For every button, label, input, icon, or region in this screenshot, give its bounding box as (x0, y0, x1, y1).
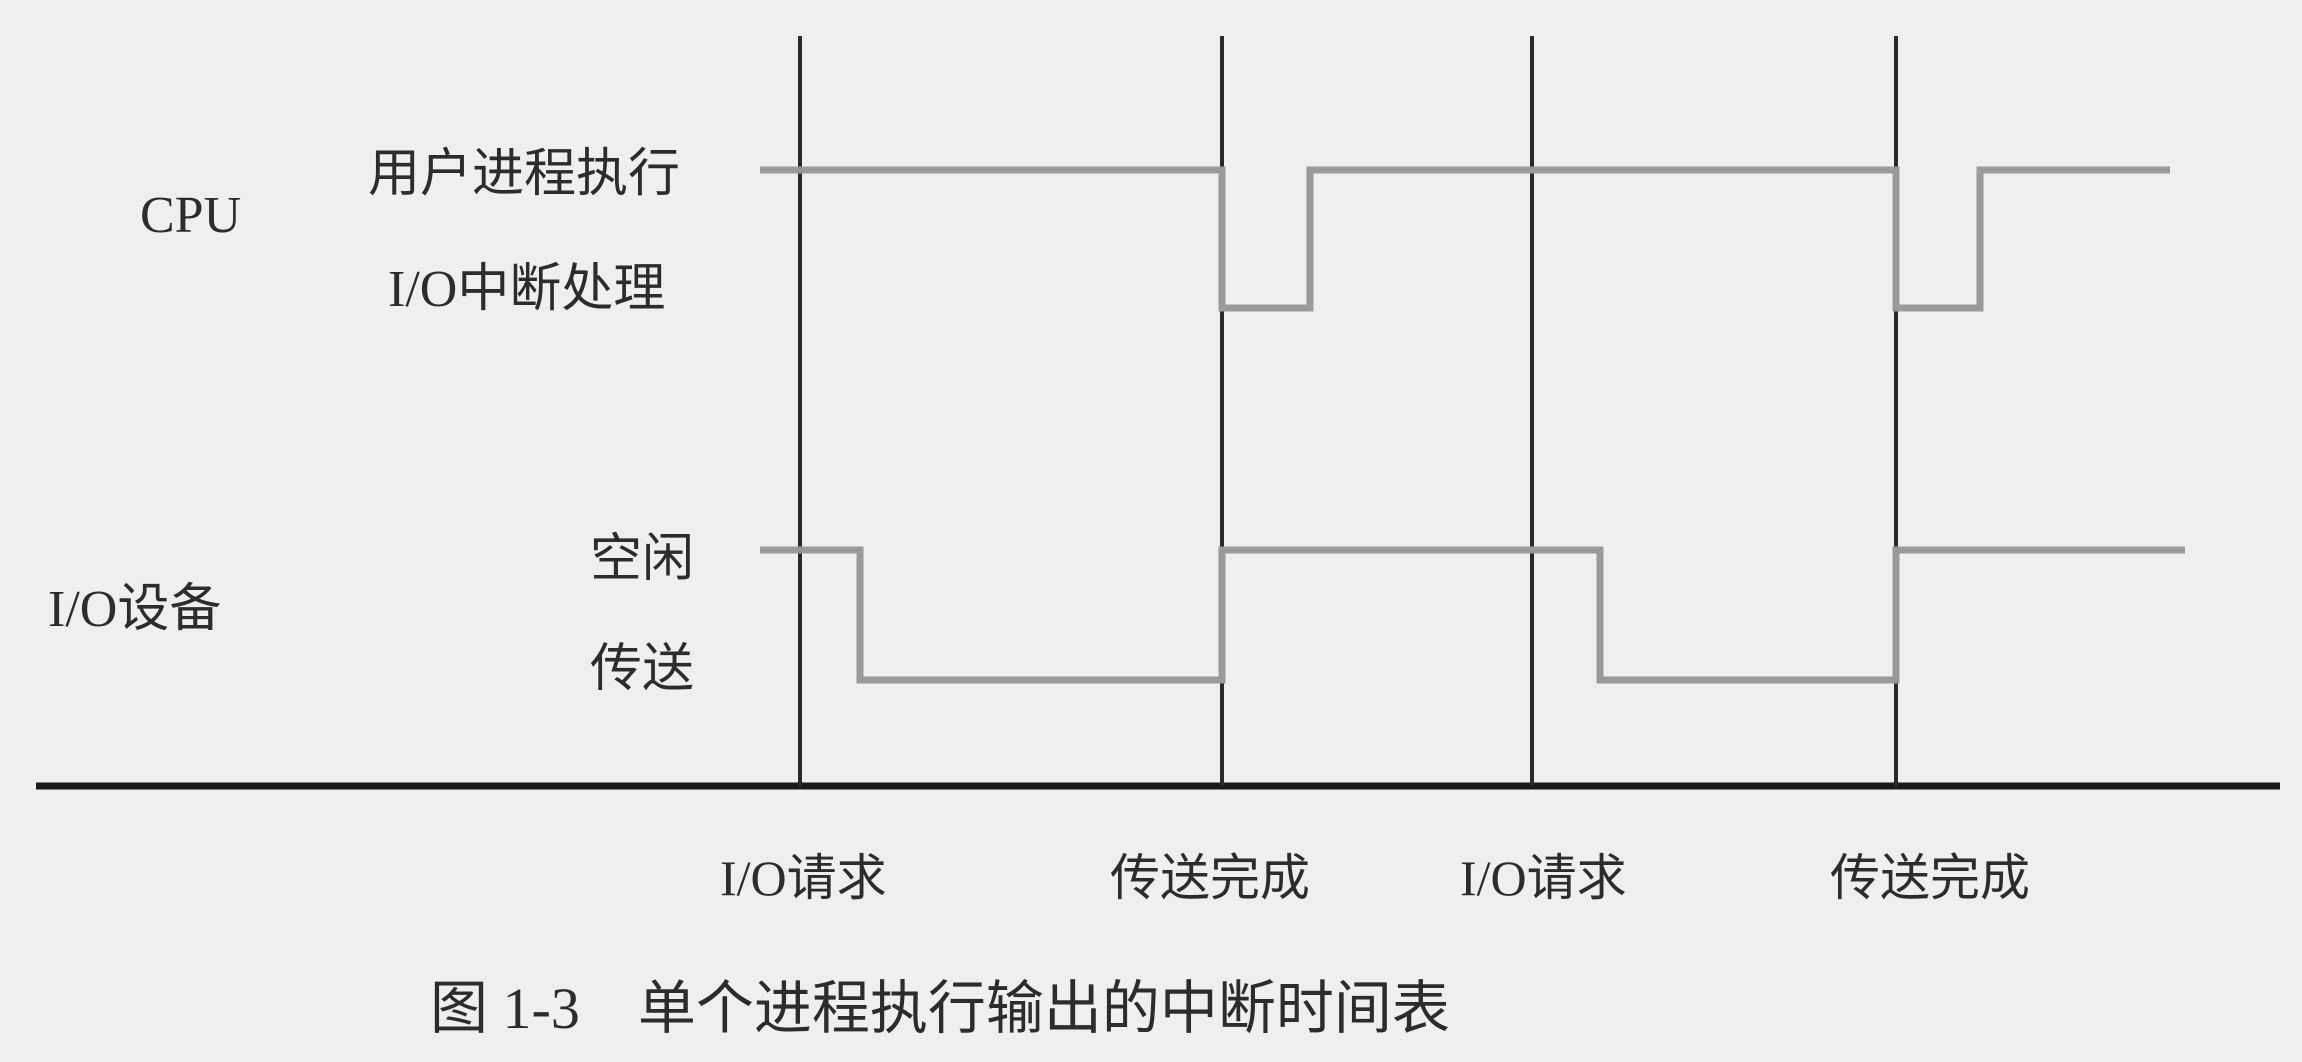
label-marker-1: I/O请求 (720, 838, 887, 910)
label-cpu-group: CPU (140, 186, 241, 245)
label-cpu-low: I/O中断处理 (388, 246, 665, 321)
label-cpu-high: 用户进程执行 (368, 131, 680, 206)
figure-caption: 图 1-3 单个进程执行输出的中断时间表 (430, 961, 1450, 1045)
label-io-high: 空闲 (590, 516, 694, 591)
label-io-low: 传送 (590, 626, 694, 701)
label-io-group: I/O设备 (48, 566, 221, 641)
label-marker-4: 传送完成 (1830, 838, 2030, 910)
label-marker-2: 传送完成 (1110, 838, 1310, 910)
diagram-container: CPU I/O设备 用户进程执行 I/O中断处理 空闲 传送 I/O请求 传送完… (0, 0, 2302, 1062)
label-marker-3: I/O请求 (1460, 838, 1627, 910)
